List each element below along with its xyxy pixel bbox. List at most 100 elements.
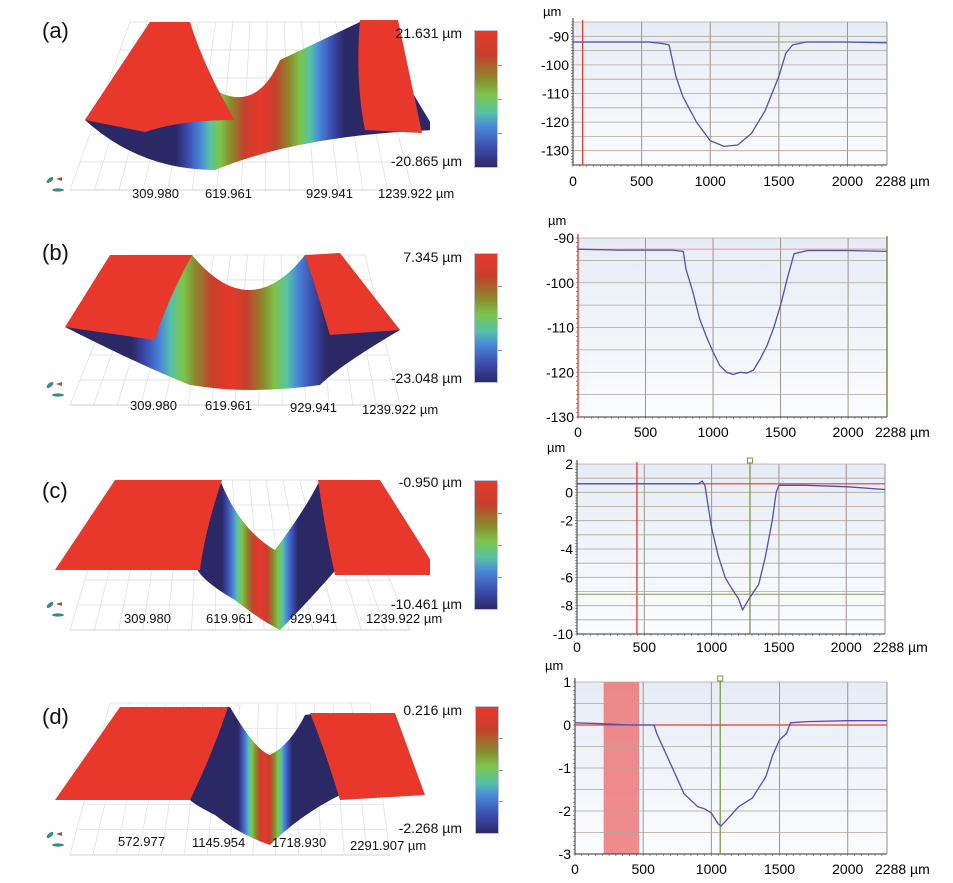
y-tick-label: -120 bbox=[546, 364, 574, 380]
surface-a-xtick: 309.980 bbox=[132, 186, 179, 201]
surface-plateau-left bbox=[55, 707, 228, 800]
y-tick-label: -110 bbox=[542, 86, 569, 102]
y-tick-label: -8 bbox=[561, 598, 574, 614]
surface-a-xtick: 1239.922 µm bbox=[378, 186, 455, 201]
x-tick-label: 2288 µm bbox=[873, 639, 928, 655]
colorbar-b-max: 7.345 µm bbox=[403, 249, 462, 265]
y-tick-label: -100 bbox=[541, 57, 569, 73]
colorbar-b bbox=[474, 253, 502, 383]
x-tick-label: 0 bbox=[569, 173, 577, 189]
profile-chart-a: 0 500 1000 1500 2000 2288 µm -90 -100 -110 -120 -1… bbox=[541, 4, 930, 189]
surface-plateau-right bbox=[358, 20, 422, 133]
surface-plot-d bbox=[46, 702, 425, 856]
x-tick-label: 2000 bbox=[832, 861, 863, 877]
surface-c-xtick: 309.980 bbox=[124, 611, 171, 626]
y-axis-unit-label: µm bbox=[547, 440, 565, 455]
cursor-handle bbox=[746, 457, 753, 464]
panel-label-a: (a) bbox=[42, 18, 69, 43]
cursor-handle bbox=[717, 675, 724, 682]
panel-label-b: (b) bbox=[42, 240, 69, 265]
surface-c-xtick: 1239.922 µm bbox=[366, 611, 443, 626]
axis-orientation-icon bbox=[56, 177, 62, 181]
x-tick-label: 1500 bbox=[763, 173, 794, 189]
axis-orientation-icon bbox=[52, 613, 64, 617]
y-tick-label: -100 bbox=[546, 275, 574, 291]
axis-orientation-icon bbox=[46, 382, 54, 388]
surface-d-xtick: 1718.930 bbox=[272, 835, 327, 850]
y-tick-label: 0 bbox=[563, 717, 571, 733]
surface-trench bbox=[190, 707, 340, 845]
x-tick-label: 2288 µm bbox=[875, 424, 930, 440]
x-tick-label: 500 bbox=[634, 424, 658, 440]
axis-orientation-icon bbox=[46, 832, 54, 838]
surface-plot-b bbox=[46, 253, 401, 406]
x-tick-label: 0 bbox=[571, 861, 579, 877]
surface-d-xtick: 572.977 bbox=[118, 834, 165, 849]
x-tick-label: 1000 bbox=[697, 424, 728, 440]
x-tick-label: 500 bbox=[630, 173, 654, 189]
x-tick-label: 2000 bbox=[832, 173, 863, 189]
surface-plateau-right bbox=[310, 713, 425, 800]
x-tick-label: 2288 µm bbox=[875, 173, 930, 189]
surface-plot-c bbox=[46, 479, 430, 631]
y-tick-label: -90 bbox=[549, 28, 569, 44]
colorbar-c-max: -0.950 µm bbox=[398, 474, 462, 490]
axis-orientation-icon bbox=[46, 177, 54, 183]
axis-orientation-icon bbox=[56, 602, 62, 606]
y-tick-label: 2 bbox=[565, 456, 573, 472]
x-tick-label: 1500 bbox=[763, 639, 794, 655]
axis-orientation-icon bbox=[46, 602, 54, 608]
axis-orientation-icon bbox=[52, 843, 64, 847]
surface-plateau-left bbox=[55, 480, 222, 570]
axis-orientation-icon bbox=[52, 393, 64, 397]
profile-line bbox=[573, 41, 888, 148]
surface-b-xtick: 929.941 bbox=[290, 400, 337, 415]
surface-b-xtick: 619.961 bbox=[205, 398, 252, 413]
surface-plateau-left bbox=[85, 22, 235, 132]
colorbar-a-min: -20.865 µm bbox=[390, 153, 462, 169]
axis-orientation-icon bbox=[52, 188, 64, 192]
x-tick-label: 0 bbox=[573, 639, 581, 655]
x-tick-label: 1500 bbox=[765, 424, 796, 440]
x-tick-label: 1000 bbox=[695, 173, 726, 189]
x-tick-label: 1000 bbox=[696, 639, 727, 655]
axis-orientation-icon bbox=[56, 382, 62, 386]
colorbar-c-min: -10.461 µm bbox=[390, 596, 462, 612]
x-tick-label: 1000 bbox=[696, 861, 727, 877]
y-tick-label: 1 bbox=[563, 674, 571, 690]
y-axis-unit-label: µm bbox=[543, 4, 561, 19]
y-tick-label: -120 bbox=[541, 114, 569, 130]
y-tick-label: -6 bbox=[561, 569, 574, 585]
surface-trench bbox=[165, 480, 355, 630]
y-axis-unit-label: µm bbox=[545, 660, 563, 673]
x-tick-label: 500 bbox=[633, 639, 657, 655]
y-axis-unit-label: µm bbox=[548, 213, 566, 228]
colorbar-a-max: 21.631 µm bbox=[395, 25, 462, 41]
colorbar-d-min: -2.268 µm bbox=[398, 820, 462, 836]
y-tick-label: -2 bbox=[559, 803, 572, 819]
axis-orientation-icon bbox=[56, 832, 62, 836]
colorbar-d-max: 0.216 µm bbox=[403, 702, 462, 718]
profile-line bbox=[577, 248, 888, 376]
colorbar-c bbox=[474, 480, 502, 610]
surface-plot-a bbox=[46, 20, 430, 192]
y-tick-label: -130 bbox=[546, 409, 574, 425]
surface-plateau-right bbox=[305, 253, 400, 335]
surface-c-xtick: 929.941 bbox=[290, 611, 337, 626]
surface-a-xtick: 929.941 bbox=[306, 186, 353, 201]
y-tick-label: 0 bbox=[565, 484, 573, 500]
profile-chart-b: 0 500 1000 1500 2000 2288 µm -90 -100 -110 -120 -1… bbox=[546, 213, 930, 440]
surface-c-xtick: 619.961 bbox=[206, 611, 253, 626]
surface-b-xtick: 309.980 bbox=[130, 398, 177, 413]
profile-line bbox=[574, 720, 887, 827]
y-tick-label: -130 bbox=[541, 143, 569, 159]
x-tick-label: 2288 µm bbox=[875, 861, 930, 877]
colorbar-d bbox=[475, 706, 503, 834]
surface-b-xtick: 1239.922 µm bbox=[362, 402, 439, 417]
surface-plateau-right bbox=[318, 480, 430, 575]
profile-chart-c: 0 500 1000 1500 2000 2288 µm 2 0 -2 -4 -6 -8 -10 µm bbox=[547, 440, 928, 655]
y-tick-label: -3 bbox=[559, 846, 572, 862]
surface-plateau-left bbox=[65, 255, 192, 340]
profile-line bbox=[577, 480, 886, 611]
profile-chart-d: 0 500 1000 1500 2000 2288 µm 1 0 -1 -2 -3 µm bbox=[545, 660, 930, 877]
